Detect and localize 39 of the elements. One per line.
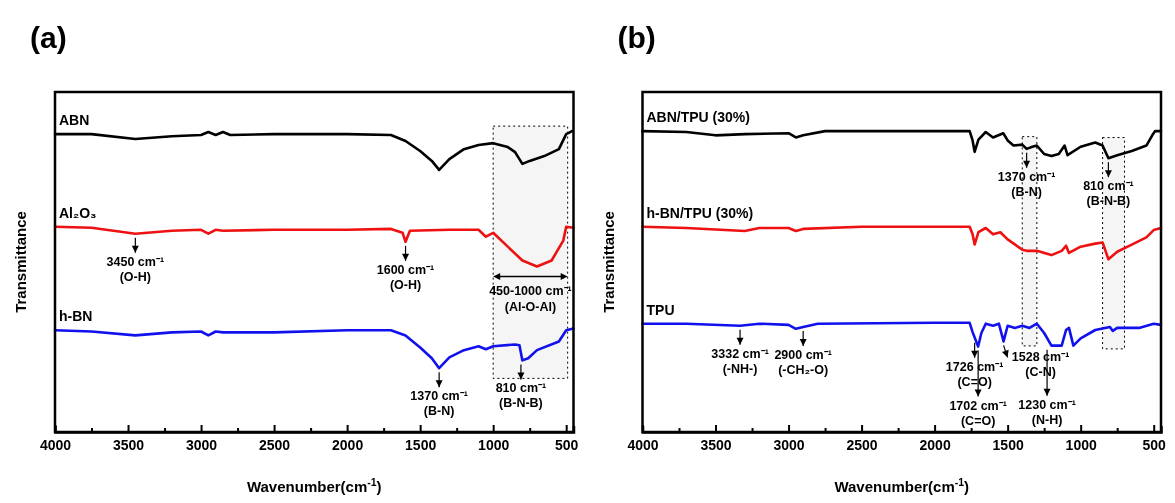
series-label: h-BN/TPU (30%)	[646, 204, 754, 221]
x-axis-title: Wavenumber(cm$^{-1}$)	[834, 476, 970, 495]
x-tick-label: 2500	[259, 436, 291, 453]
band-label: 450-1000 cm⁻¹ (Al-O-Al)	[489, 283, 572, 314]
annotation: 810 cm⁻¹ (B-N-B)	[1083, 179, 1134, 209]
x-tick-label: 2000	[919, 436, 951, 453]
x-tick-label: 500	[555, 436, 579, 453]
x-tick-label: 4000	[39, 436, 72, 453]
x-tick-label: 2500	[846, 436, 878, 453]
annotation: 1370 cm⁻¹ (B-N)	[997, 169, 1056, 199]
series-label: ABN	[59, 112, 90, 129]
x-tick-label: 3000	[773, 436, 805, 453]
chart-title: (a)	[30, 21, 67, 54]
annotation: 1230 cm⁻¹ (N-H)	[1018, 397, 1076, 427]
annotation: 1600 cm⁻¹ (O-H)	[376, 262, 435, 292]
annotation: 3450 cm⁻¹ (O-H)	[106, 254, 165, 284]
x-tick-label: 3500	[112, 436, 145, 453]
annotation: 3332 cm⁻¹ (-NH-)	[711, 346, 769, 376]
series-label: ABN/TPU (30%)	[646, 109, 750, 126]
x-tick-label: 3000	[185, 436, 218, 453]
series-label: TPU	[646, 301, 675, 318]
x-tick-label: 1000	[478, 436, 510, 453]
x-tick-label: 1500	[405, 436, 437, 453]
annotation: 1370 cm⁻¹ (B-N)	[410, 389, 468, 419]
x-tick-label: 500	[1142, 436, 1167, 453]
annotation: 1702 cm⁻¹ (C=O)	[949, 398, 1007, 428]
y-axis-title: Transmittance	[12, 211, 29, 313]
chart-title: (b)	[617, 21, 656, 54]
series-label: h-BN	[59, 308, 93, 325]
x-tick-label: 3500	[700, 436, 732, 453]
y-axis-title: Transmittance	[599, 211, 617, 313]
annotation: 2900 cm⁻¹ (-CH₂-O)	[774, 347, 832, 377]
x-tick-label: 1500	[992, 436, 1024, 453]
x-tick-label: 4000	[627, 436, 659, 453]
series-label: Al₂O₃	[59, 204, 97, 221]
x-axis-title: Wavenumber(cm$^{-1}$)	[246, 476, 382, 495]
x-tick-label: 2000	[332, 436, 364, 453]
x-tick-label: 1000	[1065, 436, 1097, 453]
annotation: 810 cm⁻¹ (B-N-B)	[495, 381, 547, 411]
